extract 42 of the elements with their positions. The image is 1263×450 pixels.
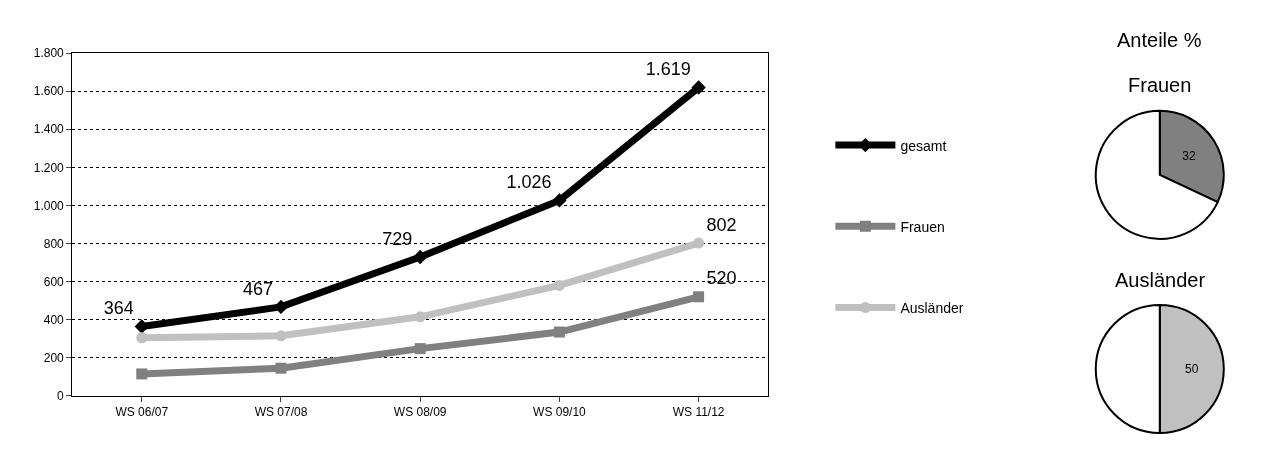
point	[691, 80, 706, 95]
x-tick-label: WS 06/07	[115, 405, 169, 420]
x-tick-label: WS 09/10	[533, 405, 587, 420]
legend-label: Ausländer	[900, 299, 964, 316]
point	[134, 319, 149, 334]
data-label: 364	[103, 298, 134, 319]
point	[693, 291, 705, 303]
y-tick-label: 1.800	[33, 46, 65, 61]
y-tick-label: 1.000	[33, 198, 65, 213]
point	[275, 362, 287, 374]
point	[553, 326, 565, 338]
point	[552, 193, 567, 208]
chart-title: Ausländer	[1115, 269, 1206, 291]
point	[553, 279, 565, 291]
data-label: 520	[706, 268, 737, 289]
point	[414, 343, 426, 355]
data-label: 802	[706, 214, 737, 235]
point	[136, 368, 148, 380]
point	[693, 237, 705, 249]
y-tick-label: 200	[43, 350, 65, 365]
y-tick-label: 0	[57, 389, 65, 404]
y-tick-label: 1.600	[33, 84, 65, 99]
data-label: 50	[1184, 361, 1199, 376]
data-label: 1.026	[506, 172, 552, 193]
x-tick-label: WS 11/12	[672, 405, 725, 420]
data-label: 467	[243, 278, 274, 299]
y-tick-label: 800	[43, 236, 65, 251]
point	[413, 249, 428, 265]
point	[275, 330, 287, 342]
data-label: 729	[382, 228, 413, 249]
legend-label: Frauen	[900, 218, 945, 235]
data-label: 32	[1182, 149, 1196, 164]
y-tick-label: 1.200	[33, 160, 65, 175]
chart-subtitle: Frauen	[1128, 74, 1192, 96]
legend-label: gesamt	[900, 137, 947, 154]
x-tick-label: WS 08/09	[393, 405, 447, 420]
y-tick-label: 1.400	[33, 122, 65, 137]
chart-title: Anteile %	[1117, 29, 1202, 51]
y-tick-label: 600	[43, 274, 65, 289]
x-tick-label: WS 07/08	[254, 405, 308, 420]
y-tick-label: 400	[43, 312, 65, 327]
data-label: 1.619	[645, 59, 691, 80]
